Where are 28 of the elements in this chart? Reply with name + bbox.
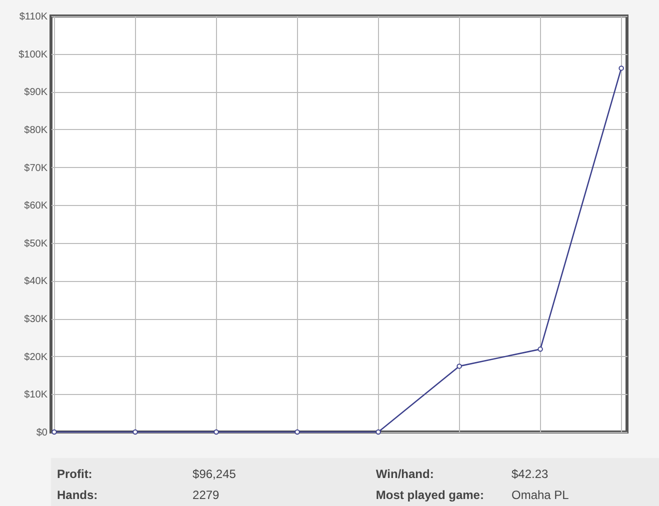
point (294, 429, 300, 435)
y-tick-label: $90K (24, 87, 48, 98)
y-tick-label: $100K (18, 49, 48, 60)
text: Hands: (56, 488, 98, 502)
text: $96,245 (192, 467, 236, 481)
point (618, 66, 624, 71)
text: 2279 (192, 488, 220, 502)
y-tick-label: $0 (36, 428, 48, 438)
point (132, 429, 138, 435)
y-tick-label: $40K (24, 276, 48, 288)
text: Profit: (56, 467, 92, 481)
point (538, 346, 543, 352)
point (376, 429, 381, 435)
y-tick-label: $70K (24, 162, 48, 174)
point (52, 429, 57, 435)
point (214, 429, 219, 435)
text: Omaha PL (511, 488, 570, 502)
text: $42.23 (511, 467, 549, 481)
y-tick-label: $20K (24, 352, 48, 363)
text: Most played game: (376, 488, 484, 502)
y-tick-label: $50K (24, 238, 48, 250)
text: Win/hand: (376, 467, 434, 481)
y-tick-label: $30K (24, 314, 48, 326)
point (456, 364, 462, 369)
y-tick-label: $110K (19, 12, 48, 22)
y-tick-label: $80K (24, 124, 48, 136)
y-tick-label: $60K (24, 200, 48, 212)
y-tick-label: $10K (24, 390, 48, 401)
